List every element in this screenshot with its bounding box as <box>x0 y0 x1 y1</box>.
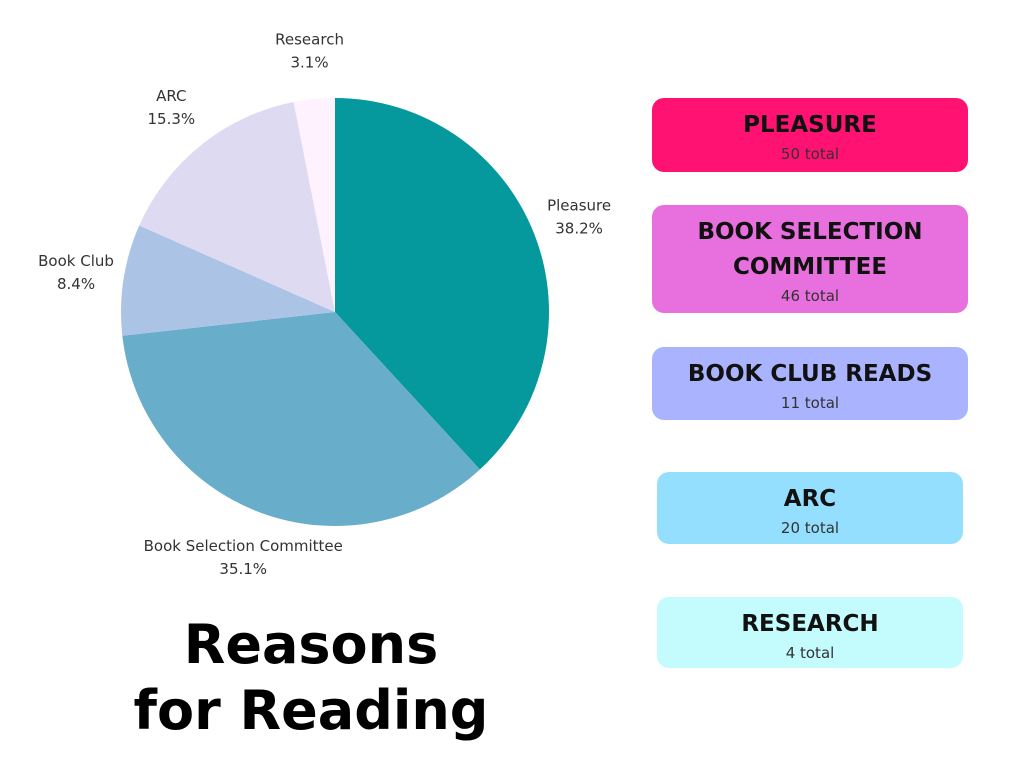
card-title: BOOK CLUB READS <box>687 361 933 387</box>
pie-chart: Pleasure 38.2% Book Selection Committee 35.… <box>38 31 611 578</box>
slice-label: Book Selection Committee <box>144 537 343 555</box>
chart-title: Reasons for Reading <box>133 613 489 742</box>
slice-value-label: 8.4% <box>57 275 95 293</box>
category-card: BOOK CLUB READS 11 total <box>652 347 968 420</box>
card-total: 4 total <box>785 644 835 662</box>
slice-value-label: 35.1% <box>219 560 267 578</box>
card-title: PLEASURE <box>743 112 877 138</box>
slice-label: Research <box>275 31 344 49</box>
card-title: BOOK SELECTION COMMITTEE <box>697 219 923 280</box>
card-total: 50 total <box>780 145 840 163</box>
card-title: ARC <box>783 486 837 512</box>
category-card: BOOK SELECTION COMMITTEE 46 total <box>652 205 968 313</box>
card-total: 46 total <box>780 287 840 305</box>
pie-slice <box>122 312 480 526</box>
card-title: RESEARCH <box>741 611 879 637</box>
category-card: PLEASURE 50 total <box>652 98 968 172</box>
slice-value-label: 15.3% <box>147 110 195 128</box>
pie-slice <box>293 98 335 312</box>
slice-label: Book Club <box>38 252 114 270</box>
card-total: 20 total <box>780 519 840 537</box>
slice-label: Pleasure <box>547 196 611 214</box>
slice-value-label: 38.2% <box>555 219 603 237</box>
pie-slice <box>335 98 549 470</box>
category-card: RESEARCH 4 total <box>657 597 963 668</box>
slice-value-label: 3.1% <box>290 54 328 72</box>
pie-slice <box>120 225 335 336</box>
card-total: 11 total <box>780 394 840 412</box>
slice-label: ARC <box>156 87 186 105</box>
category-card: ARC 20 total <box>657 472 963 544</box>
pie-slice <box>139 102 335 312</box>
